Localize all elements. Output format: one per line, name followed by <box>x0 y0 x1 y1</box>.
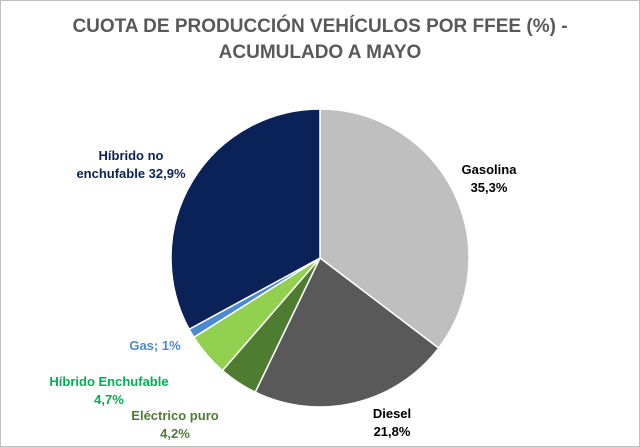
data-label-gasolina: Gasolina 35,3% <box>462 162 518 195</box>
data-label-electrico-puro: Eléctrico puro 4,2% <box>131 408 218 441</box>
data-label-hibrido-enchufable: Híbrido Enchufable 4,7% <box>49 374 168 407</box>
data-label-diesel: Diesel 21,8% <box>373 406 411 439</box>
pie-slice-gasolina <box>319 108 470 350</box>
chart-title: CUOTA DE PRODUCCIÓN VEHÍCULOS POR FFEE (… <box>0 14 640 66</box>
pie-slice-hibrido-no-enchufable <box>170 108 321 331</box>
data-label-gas: Gas; 1% <box>129 338 181 353</box>
data-label-hibrido-no-enchufable: Híbrido no enchufable 32,9% <box>76 148 186 181</box>
chart-title-line-1: CUOTA DE PRODUCCIÓN VEHÍCULOS POR FFEE (… <box>72 16 568 37</box>
pie-slice-diesel <box>254 256 440 408</box>
chart-title-line-2: ACUMULADO A MAYO <box>218 42 422 63</box>
